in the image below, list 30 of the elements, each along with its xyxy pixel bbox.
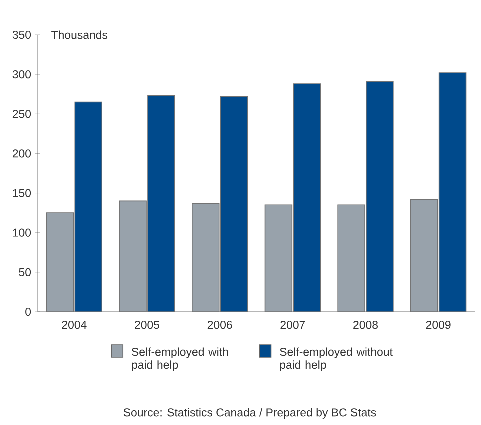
y-tick-label: 100 <box>13 228 32 237</box>
x-tick-label: 2005 <box>135 321 160 330</box>
bar <box>264 204 293 312</box>
y-tick-label: 150 <box>13 189 32 198</box>
y-tick-label: 250 <box>12 110 32 118</box>
bar <box>220 96 248 312</box>
bar <box>119 200 147 312</box>
y-tick-label: 300 <box>12 70 32 79</box>
bar <box>438 72 467 312</box>
y-tick-label: 350 <box>12 30 32 40</box>
source-note: Source: Statistics Canada / Prepared by BC Stats <box>124 408 376 419</box>
bar <box>293 84 321 312</box>
bar <box>338 204 366 312</box>
bar <box>192 203 220 312</box>
x-tick-label: 2007 <box>280 321 306 330</box>
bar <box>148 96 176 312</box>
bar <box>46 212 74 312</box>
x-tick-label: 2008 <box>354 321 378 330</box>
bar <box>366 81 394 312</box>
legend-label: Self-employed without paid help <box>280 348 393 372</box>
x-tick-label: 2004 <box>62 321 87 330</box>
y-tick-label: 50 <box>19 268 32 276</box>
y-axis-title: Thousands <box>52 30 108 40</box>
legend-label: Self-employed with paid help <box>132 348 228 372</box>
y-tick-label: 0 <box>26 308 32 316</box>
y-tick-label: 200 <box>12 150 32 158</box>
bar <box>74 102 102 312</box>
x-tick-label: 2006 <box>208 321 232 330</box>
x-tick-label: 2009 <box>426 321 451 330</box>
bar <box>410 199 438 312</box>
